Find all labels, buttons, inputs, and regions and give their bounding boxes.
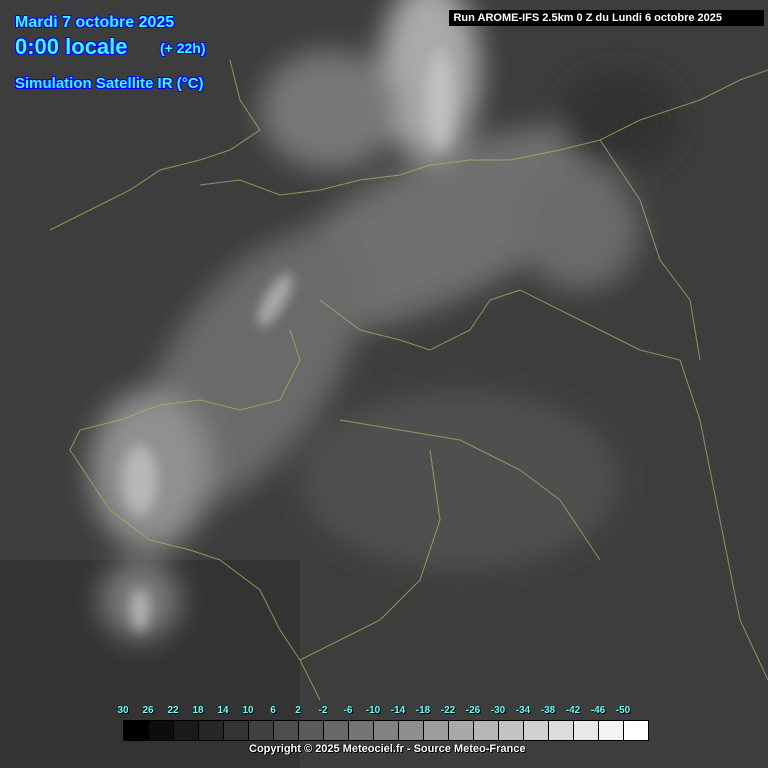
legend-swatch: [224, 721, 249, 740]
legend-label: -50: [615, 705, 631, 716]
legend-label: -46: [590, 705, 606, 716]
legend-label: -18: [415, 705, 431, 716]
legend-label: -42: [565, 705, 581, 716]
lead-time: (+ 22h): [160, 40, 206, 56]
legend-swatch: [274, 721, 299, 740]
legend-label: 2: [295, 705, 301, 716]
legend-label: -34: [515, 705, 531, 716]
forecast-time: 0:00 locale: [15, 34, 128, 59]
legend-swatch: [549, 721, 574, 740]
copyright: Copyright © 2025 Meteociel.fr - Source M…: [249, 743, 526, 755]
legend-label: 22: [167, 705, 179, 716]
legend-swatch: [524, 721, 549, 740]
legend-swatch: [174, 721, 199, 740]
legend-swatch: [449, 721, 474, 740]
legend-label: -10: [365, 705, 381, 716]
legend-label: -26: [465, 705, 481, 716]
legend-label: -14: [390, 705, 406, 716]
product-title: Simulation Satellite IR (°C): [15, 75, 204, 92]
temperature-legend: [123, 720, 649, 741]
legend-swatch: [124, 721, 149, 740]
legend-swatch: [499, 721, 524, 740]
legend-swatch: [574, 721, 599, 740]
model-run-label: Run AROME-IFS 2.5km 0 Z du Lundi 6 octob…: [449, 10, 764, 26]
legend-swatch: [474, 721, 499, 740]
coastlines: [49, 59, 768, 701]
legend-swatch: [324, 721, 349, 740]
legend-swatch: [374, 721, 399, 740]
legend-label: 30: [117, 705, 129, 716]
legend-label: 14: [217, 705, 229, 716]
legend-swatch: [399, 721, 424, 740]
legend-label: 18: [192, 705, 204, 716]
forecast-date: Mardi 7 octobre 2025: [15, 14, 175, 31]
legend-label: -22: [440, 705, 456, 716]
legend-label: -2: [318, 705, 328, 716]
legend-label: 10: [242, 705, 254, 716]
legend-swatch: [149, 721, 174, 740]
legend-label: -30: [490, 705, 506, 716]
legend-swatch: [349, 721, 374, 740]
legend-swatch: [624, 721, 648, 740]
legend-labels: 30 26 22 18 14 10 6 2 -2 -6 -10 -14 -18 -22 -26 -30 -34-…: [110, 705, 650, 719]
legend-label: 26: [142, 705, 154, 716]
legend-label: -6: [343, 705, 353, 716]
legend-label: -38: [540, 705, 556, 716]
legend-swatch: [199, 721, 224, 740]
legend-swatch: [424, 721, 449, 740]
legend-swatch: [299, 721, 324, 740]
legend-swatch: [599, 721, 624, 740]
legend-label: 6: [270, 705, 276, 716]
legend-swatch: [249, 721, 274, 740]
